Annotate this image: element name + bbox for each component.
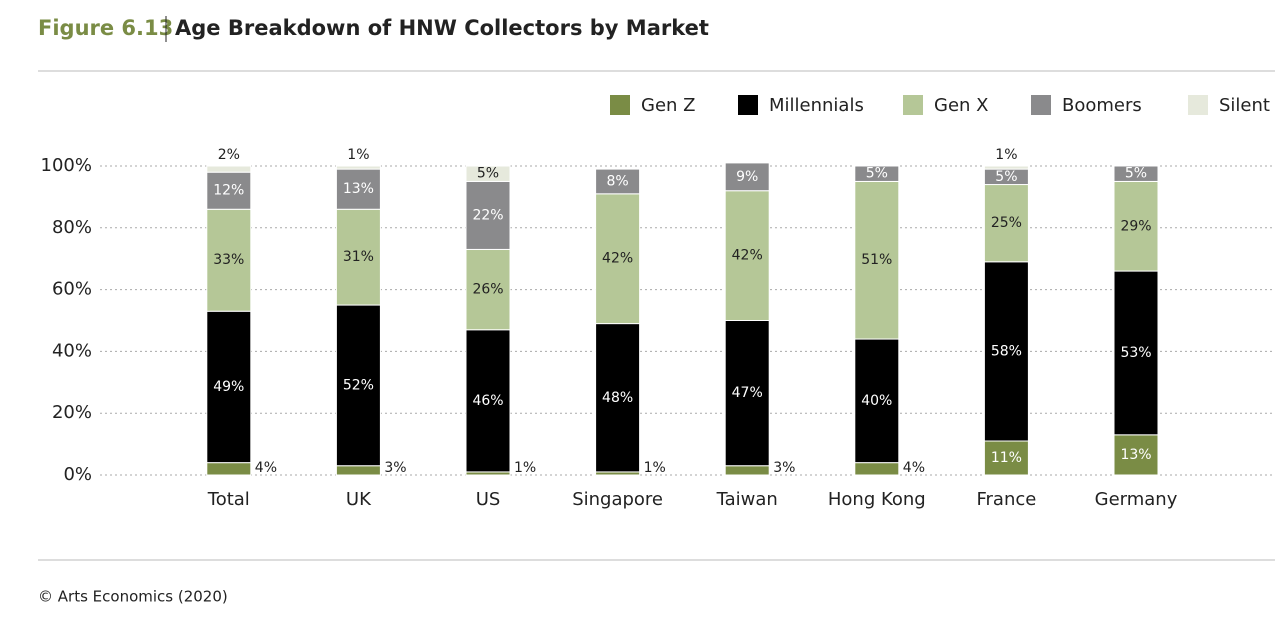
- data-label: 31%: [343, 249, 374, 265]
- data-label: 1%: [514, 460, 536, 476]
- source: © Arts Economics (2020): [38, 588, 228, 606]
- data-label: 1%: [347, 147, 369, 163]
- x-tick-label: Singapore: [572, 489, 663, 510]
- data-label: 47%: [732, 385, 763, 401]
- bar-segment: [983, 165, 1029, 170]
- bar-segment: [206, 462, 252, 476]
- legend-swatch: [1188, 95, 1208, 115]
- bar-segment: [206, 165, 252, 173]
- data-label: 42%: [732, 248, 763, 264]
- data-label: 25%: [991, 215, 1022, 231]
- data-label: 1%: [644, 460, 666, 476]
- bar-segment: [595, 323, 641, 473]
- figure-label: Figure 6.13: [38, 16, 173, 40]
- data-label: 11%: [991, 450, 1022, 466]
- bar-segment: [335, 465, 381, 476]
- y-tick-label: 80%: [52, 217, 92, 238]
- y-tick-label: 40%: [52, 340, 92, 361]
- legend-label: Gen X: [934, 95, 988, 116]
- x-tick-label: France: [976, 489, 1036, 510]
- bar-segment: [724, 465, 770, 476]
- y-tick-label: 0%: [63, 464, 92, 485]
- bar-segment: [983, 261, 1029, 442]
- y-tick-label: 20%: [52, 402, 92, 423]
- bar-segment: [724, 190, 770, 321]
- bar-segment: [854, 462, 900, 476]
- data-label: 5%: [995, 169, 1017, 185]
- chart-title: Age Breakdown of HNW Collectors by Marke…: [175, 16, 709, 40]
- data-label: 46%: [472, 393, 503, 409]
- data-label: 12%: [213, 183, 244, 199]
- legend-label: Millennials: [769, 95, 864, 116]
- bar-segment: [724, 162, 770, 192]
- legend-swatch: [1031, 95, 1051, 115]
- x-tick-label: Germany: [1095, 489, 1178, 510]
- bar-segment: [1113, 434, 1159, 476]
- data-label: 3%: [384, 460, 406, 476]
- x-tick-label: UK: [346, 489, 372, 510]
- y-tick-label: 60%: [52, 279, 92, 300]
- x-tick-label: US: [476, 489, 501, 510]
- bar-segment: [1113, 270, 1159, 436]
- data-label: 1%: [995, 147, 1017, 163]
- data-label: 26%: [472, 282, 503, 298]
- data-label: 4%: [255, 460, 277, 476]
- data-label: 33%: [213, 252, 244, 268]
- data-label: 5%: [866, 166, 888, 182]
- data-label: 2%: [218, 147, 240, 163]
- data-label: 22%: [472, 207, 503, 223]
- legend-swatch: [903, 95, 923, 115]
- data-label: 29%: [1120, 218, 1151, 234]
- data-label: 5%: [1125, 166, 1147, 182]
- data-label: 8%: [606, 173, 628, 189]
- data-label: 40%: [861, 393, 892, 409]
- data-label: 58%: [991, 343, 1022, 359]
- bar-segment: [1113, 180, 1159, 272]
- data-label: 53%: [1120, 345, 1151, 361]
- legend-swatch: [738, 95, 758, 115]
- bar-segment: [465, 165, 511, 182]
- data-label: 49%: [213, 379, 244, 395]
- bar-segment: [854, 180, 900, 340]
- bar-segment: [854, 338, 900, 464]
- x-tick-label: Total: [207, 489, 250, 510]
- bar-segment: [724, 320, 770, 467]
- data-label: 52%: [343, 377, 374, 393]
- data-label: 5%: [477, 166, 499, 182]
- data-label: 51%: [861, 252, 892, 268]
- y-tick-label: 100%: [41, 155, 92, 176]
- x-tick-label: Hong Kong: [828, 489, 926, 510]
- data-label: 4%: [903, 460, 925, 476]
- bar-segment: [335, 165, 381, 170]
- legend-label: Boomers: [1062, 95, 1142, 116]
- bar-segment: [854, 165, 900, 182]
- bar-segment: [595, 193, 641, 325]
- bar-segment: [595, 168, 641, 195]
- bar-segment: [206, 208, 252, 312]
- data-label: 3%: [773, 460, 795, 476]
- data-label: 9%: [736, 169, 758, 185]
- data-label: 42%: [602, 251, 633, 267]
- bar-segment: [1113, 165, 1159, 182]
- data-label: 48%: [602, 390, 633, 406]
- data-label: 13%: [1120, 447, 1151, 463]
- data-label: 13%: [343, 181, 374, 197]
- bar-segment: [206, 310, 252, 464]
- legend-swatch: [610, 95, 630, 115]
- legend-label: Silent: [1219, 95, 1270, 116]
- x-tick-label: Taiwan: [716, 489, 778, 510]
- legend-label: Gen Z: [641, 95, 695, 116]
